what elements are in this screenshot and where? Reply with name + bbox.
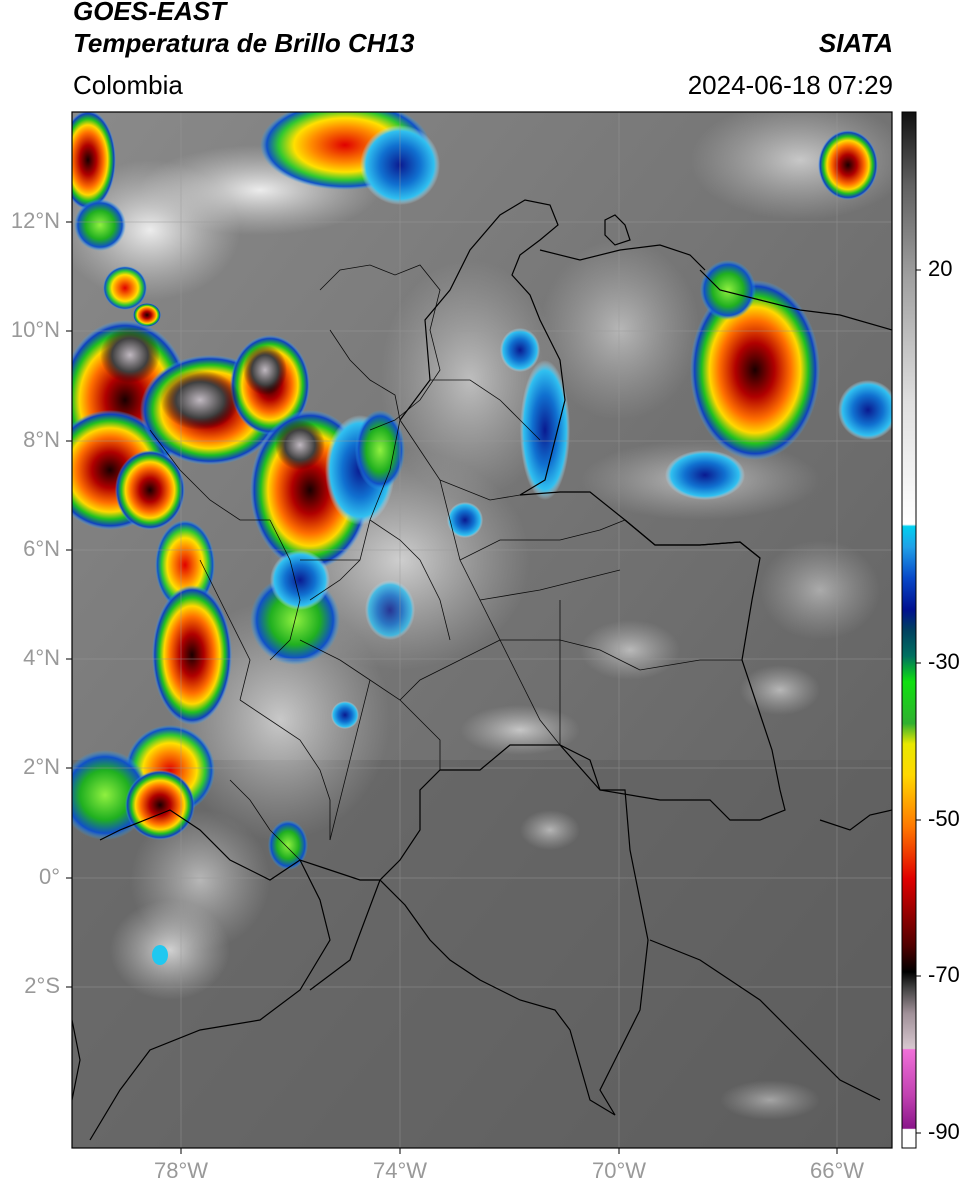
- colorbar-tick-label: -90: [928, 1119, 960, 1144]
- map-frame: [71, 111, 893, 1149]
- product-title: Temperatura de Brillo CH13: [73, 28, 415, 58]
- lat-tick-label: 0°: [38, 864, 60, 889]
- satellite-title: GOES-EAST: [73, 0, 227, 26]
- colorbar-tick-label: -30: [928, 649, 960, 674]
- colorbar: [901, 111, 917, 1149]
- lat-tick-label: 6°N: [23, 536, 60, 561]
- lat-tick-label: 2°N: [23, 754, 60, 779]
- lat-tick-label: 12°N: [10, 208, 60, 233]
- lon-tick-label: 74°W: [372, 1158, 428, 1183]
- colorbar-tick-label: -50: [928, 806, 960, 831]
- lat-tick-label: 2°S: [24, 973, 60, 998]
- graticule: [72, 112, 892, 1148]
- datetime-label: 2024-06-18 07:29: [687, 70, 893, 100]
- colorbar-tick-label: 20: [928, 256, 953, 281]
- colorbar-tick-label: -70: [928, 962, 960, 987]
- region-label: Colombia: [73, 70, 183, 100]
- lat-tick-label: 10°N: [10, 317, 60, 342]
- lon-tick-label: 70°W: [591, 1158, 647, 1183]
- lon-tick-label: 66°W: [809, 1158, 865, 1183]
- country-borders: [72, 199, 892, 1141]
- lon-tick-label: 78°W: [153, 1158, 209, 1183]
- agency-label: SIATA: [818, 28, 893, 58]
- department-borders: [149, 264, 742, 861]
- lat-tick-label: 4°N: [23, 645, 60, 670]
- lat-tick-label: 8°N: [23, 427, 60, 452]
